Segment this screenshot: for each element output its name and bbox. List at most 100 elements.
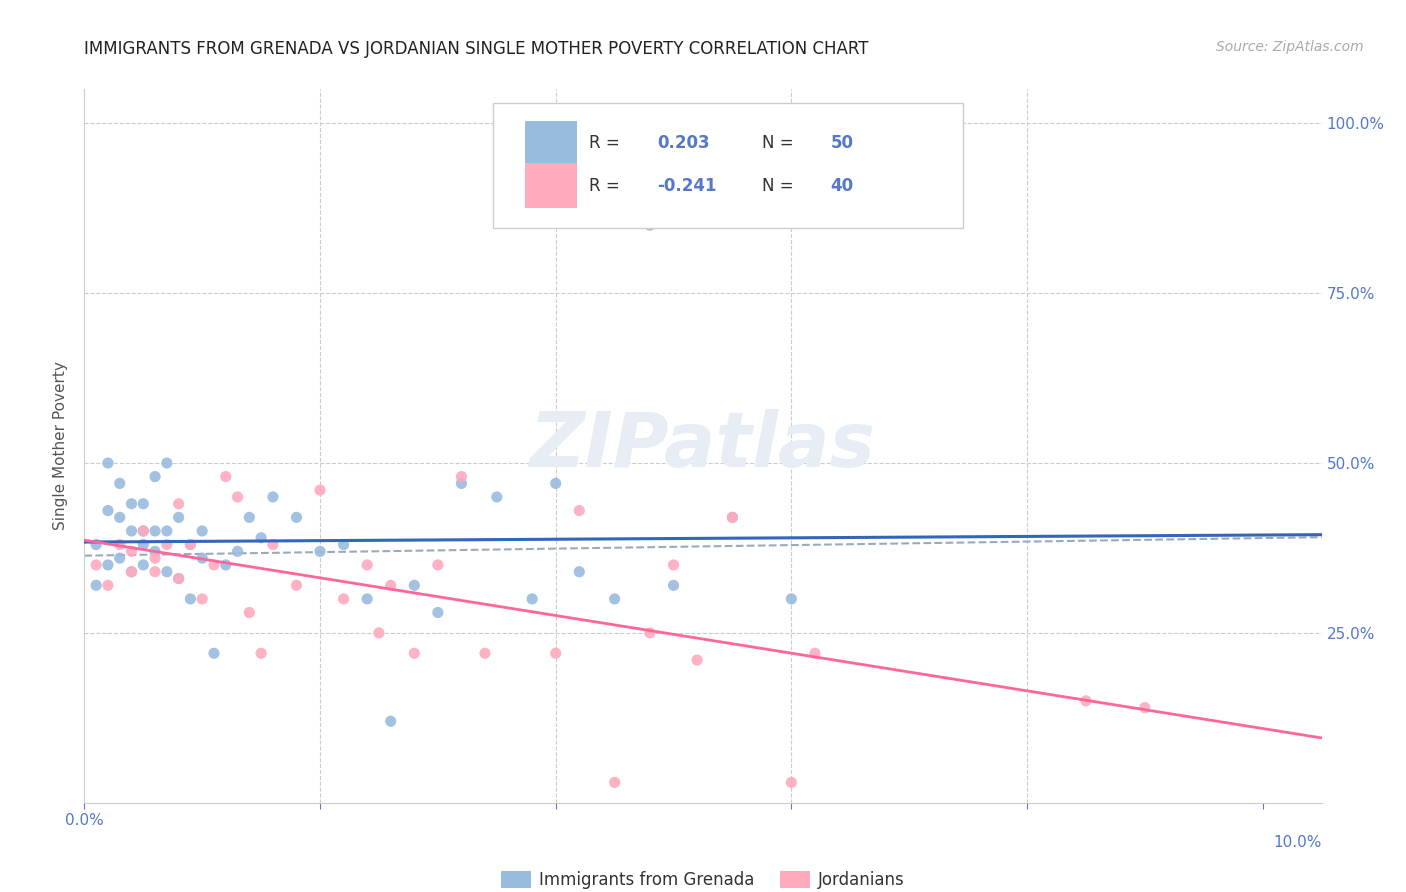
Point xyxy=(285,510,308,524)
Point xyxy=(450,469,472,483)
Point xyxy=(167,510,190,524)
Point xyxy=(404,646,426,660)
Point xyxy=(143,469,166,483)
Point xyxy=(202,558,225,572)
Point xyxy=(108,551,131,566)
Point xyxy=(226,544,249,558)
Point xyxy=(84,558,107,572)
Text: 40: 40 xyxy=(831,177,853,194)
Point xyxy=(121,497,143,511)
Point xyxy=(108,510,131,524)
Point xyxy=(191,591,214,606)
Point xyxy=(191,524,214,538)
FancyBboxPatch shape xyxy=(524,163,576,208)
Point xyxy=(544,476,567,491)
Point xyxy=(156,456,179,470)
Point xyxy=(250,646,273,660)
Point xyxy=(450,476,472,491)
Point xyxy=(108,537,131,551)
Text: IMMIGRANTS FROM GRENADA VS JORDANIAN SINGLE MOTHER POVERTY CORRELATION CHART: IMMIGRANTS FROM GRENADA VS JORDANIAN SIN… xyxy=(84,40,869,58)
Point xyxy=(262,490,284,504)
Text: R =: R = xyxy=(589,134,626,152)
Point xyxy=(132,524,155,538)
Point xyxy=(380,578,402,592)
Text: 50: 50 xyxy=(831,134,853,152)
Point xyxy=(156,565,179,579)
Point xyxy=(132,497,155,511)
Text: N =: N = xyxy=(762,134,799,152)
Point xyxy=(108,476,131,491)
Point xyxy=(167,572,190,586)
Point xyxy=(1074,694,1097,708)
Point xyxy=(662,558,685,572)
Point xyxy=(780,591,803,606)
Point xyxy=(156,524,179,538)
Point xyxy=(215,558,238,572)
Point xyxy=(215,469,238,483)
Point xyxy=(97,578,120,592)
Point xyxy=(97,456,120,470)
Point xyxy=(191,551,214,566)
Point xyxy=(250,531,273,545)
Text: 0.203: 0.203 xyxy=(657,134,710,152)
Point xyxy=(638,626,661,640)
Point xyxy=(97,558,120,572)
Point xyxy=(332,591,354,606)
Point xyxy=(132,524,155,538)
Point xyxy=(121,544,143,558)
Text: -0.241: -0.241 xyxy=(657,177,717,194)
Point xyxy=(638,218,661,232)
Point xyxy=(167,497,190,511)
Point xyxy=(143,551,166,566)
Point xyxy=(356,558,378,572)
Point xyxy=(309,483,332,498)
Point xyxy=(132,537,155,551)
Point xyxy=(309,544,332,558)
Point xyxy=(404,578,426,592)
Point xyxy=(179,591,201,606)
Point xyxy=(426,606,449,620)
Point xyxy=(143,544,166,558)
Point xyxy=(84,578,107,592)
Point xyxy=(84,537,107,551)
Point xyxy=(167,572,190,586)
Point xyxy=(356,591,378,606)
Point xyxy=(121,565,143,579)
Point xyxy=(238,606,260,620)
Point xyxy=(143,565,166,579)
Point xyxy=(603,591,626,606)
Point xyxy=(132,558,155,572)
Point xyxy=(662,578,685,592)
Point xyxy=(780,775,803,789)
Point xyxy=(380,714,402,729)
Point xyxy=(121,565,143,579)
Y-axis label: Single Mother Poverty: Single Mother Poverty xyxy=(53,361,69,531)
Point xyxy=(97,503,120,517)
FancyBboxPatch shape xyxy=(492,103,963,228)
Point xyxy=(568,565,591,579)
Text: Source: ZipAtlas.com: Source: ZipAtlas.com xyxy=(1216,40,1364,54)
Legend: Immigrants from Grenada, Jordanians: Immigrants from Grenada, Jordanians xyxy=(495,864,911,892)
Point xyxy=(202,646,225,660)
Point xyxy=(262,537,284,551)
Point xyxy=(143,524,166,538)
Point xyxy=(285,578,308,592)
FancyBboxPatch shape xyxy=(524,120,576,165)
Point xyxy=(721,510,744,524)
Point xyxy=(474,646,496,660)
Point xyxy=(121,524,143,538)
Point xyxy=(179,537,201,551)
Point xyxy=(1133,700,1156,714)
Point xyxy=(804,646,827,660)
Point xyxy=(686,653,709,667)
Point xyxy=(721,510,744,524)
Point xyxy=(156,537,179,551)
Text: ZIPatlas: ZIPatlas xyxy=(530,409,876,483)
Point xyxy=(179,537,201,551)
Point xyxy=(544,646,567,660)
Point xyxy=(520,591,543,606)
Point xyxy=(603,775,626,789)
Point xyxy=(485,490,508,504)
Point xyxy=(332,537,354,551)
Point xyxy=(226,490,249,504)
